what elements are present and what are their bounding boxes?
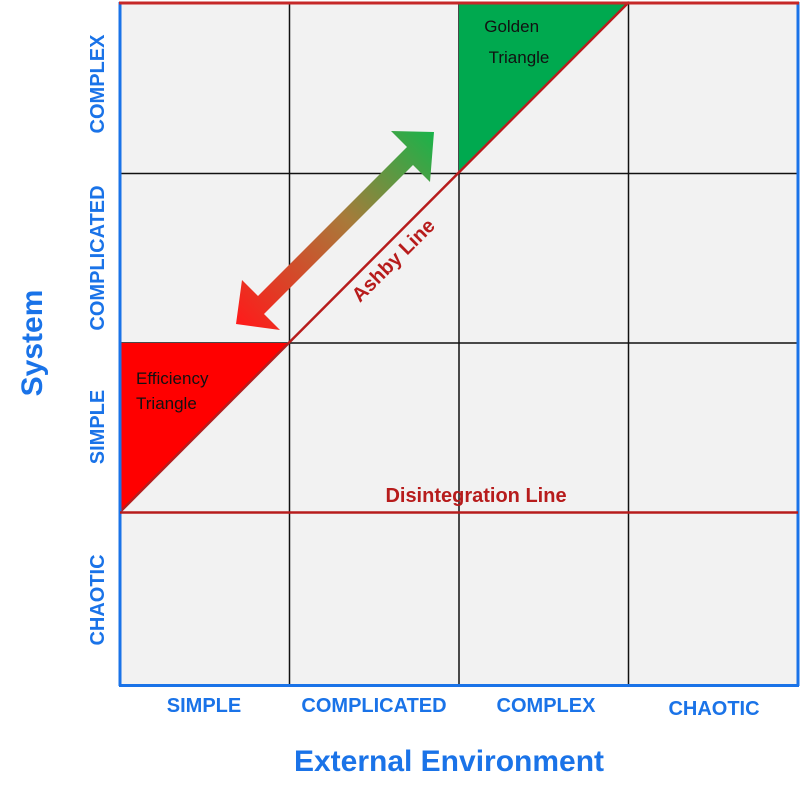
x-category-complex: COMPLEX (497, 695, 597, 717)
y-category-complex: COMPLEX (87, 34, 109, 134)
y-category-simple: SIMPLE (87, 390, 109, 464)
ashby-line (119, 1, 630, 513)
x-axis-categories: SIMPLE COMPLICATED COMPLEX CHAOTIC (167, 695, 760, 720)
x-category-simple: SIMPLE (167, 695, 241, 717)
y-category-complicated: COMPLICATED (87, 185, 109, 330)
y-axis-categories: SIMPLE COMPLICATED COMPLEX CHAOTIC (87, 34, 109, 646)
disintegration-line-label: Disintegration Line (385, 485, 566, 507)
y-axis-title: System (16, 290, 49, 397)
efficiency-triangle-label: Efficiency Triangle (136, 369, 213, 413)
x-category-chaotic: CHAOTIC (668, 698, 759, 720)
y-category-chaotic: CHAOTIC (87, 554, 109, 645)
x-category-complicated: COMPLICATED (301, 695, 446, 717)
adaptation-arrow (236, 131, 434, 330)
golden-triangle-label: Golden Triangle (484, 17, 549, 67)
x-axis-title: External Environment (294, 745, 604, 778)
